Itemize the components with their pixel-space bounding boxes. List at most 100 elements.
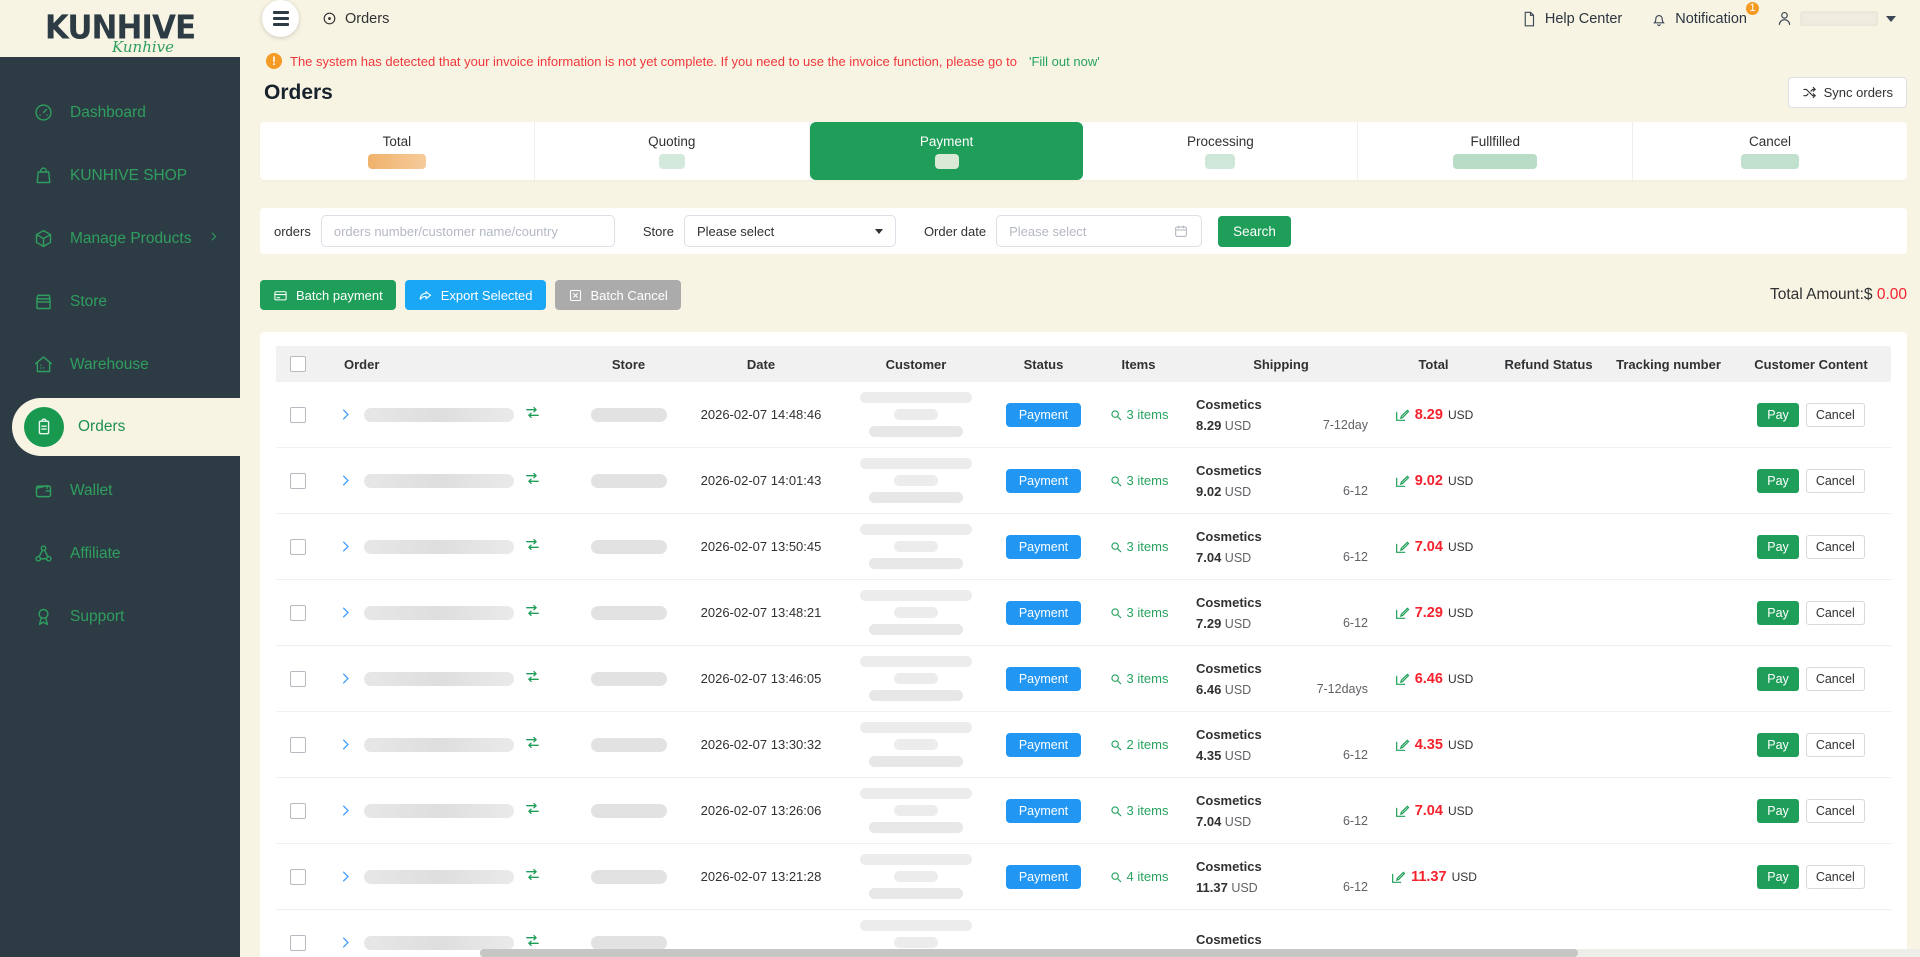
- cancel-button[interactable]: Cancel: [1805, 600, 1865, 625]
- cancel-button[interactable]: Cancel: [1805, 864, 1865, 889]
- expand-row-icon[interactable]: [338, 869, 354, 885]
- sidebar-item-dashboard[interactable]: Dashboard: [0, 81, 240, 144]
- edit-price-icon[interactable]: [1394, 671, 1410, 687]
- tab-fullfilled[interactable]: Fullfilled: [1358, 122, 1634, 180]
- fill-out-now-link[interactable]: 'Fill out now': [1028, 53, 1100, 69]
- view-items-link[interactable]: 3 items: [1109, 539, 1168, 554]
- transfer-arrows-icon[interactable]: [524, 932, 541, 954]
- expand-row-icon[interactable]: [338, 935, 354, 951]
- pay-button[interactable]: Pay: [1757, 402, 1799, 427]
- items-count: 3 items: [1126, 803, 1169, 818]
- view-items-link[interactable]: 3 items: [1109, 473, 1168, 488]
- menu-toggle-button[interactable]: [262, 0, 299, 37]
- row-checkbox[interactable]: [290, 934, 306, 951]
- cancel-button[interactable]: Cancel: [1805, 534, 1865, 559]
- edit-price-icon[interactable]: [1394, 473, 1410, 489]
- pay-button[interactable]: Pay: [1757, 732, 1799, 757]
- row-checkbox[interactable]: [290, 406, 306, 423]
- edit-price-icon[interactable]: [1394, 539, 1410, 555]
- sidebar-item-manage-products[interactable]: Manage Products: [0, 207, 240, 270]
- pay-button[interactable]: Pay: [1757, 864, 1799, 889]
- scrollbar-thumb[interactable]: [480, 949, 1578, 957]
- help-center-link[interactable]: Help Center: [1520, 10, 1622, 28]
- view-items-link[interactable]: 2 items: [1109, 737, 1169, 752]
- cancel-button[interactable]: Cancel: [1805, 666, 1865, 691]
- sidebar-item-store[interactable]: Store: [0, 270, 240, 333]
- select-all-checkbox[interactable]: [290, 356, 306, 372]
- transfer-arrows-icon[interactable]: [524, 668, 541, 690]
- expand-row-icon[interactable]: [338, 737, 354, 753]
- view-items-link[interactable]: 3 items: [1109, 407, 1168, 422]
- edit-price-icon[interactable]: [1394, 803, 1410, 819]
- sync-orders-button[interactable]: Sync orders: [1787, 77, 1907, 108]
- row-checkbox[interactable]: [290, 736, 306, 753]
- cancel-button[interactable]: Cancel: [1805, 468, 1865, 493]
- edit-price-icon[interactable]: [1394, 605, 1410, 621]
- batch-cancel-button[interactable]: Batch Cancel: [554, 280, 681, 310]
- sidebar-item-warehouse[interactable]: Warehouse: [0, 333, 240, 396]
- row-checkbox[interactable]: [290, 538, 306, 555]
- row-checkbox[interactable]: [290, 802, 306, 819]
- sidebar-item-affiliate[interactable]: Affiliate: [0, 522, 240, 585]
- sidebar-item-kunhive-shop[interactable]: KUNHIVE SHOP: [0, 144, 240, 207]
- view-items-link[interactable]: 3 items: [1109, 605, 1168, 620]
- batch-payment-button[interactable]: Batch payment: [260, 280, 396, 310]
- tab-processing[interactable]: Processing: [1083, 122, 1359, 180]
- cancel-button[interactable]: Cancel: [1805, 732, 1865, 757]
- transfer-arrows-icon[interactable]: [524, 470, 541, 492]
- row-checkbox[interactable]: [290, 604, 306, 621]
- orders-search-input[interactable]: [320, 215, 615, 247]
- pay-button[interactable]: Pay: [1757, 600, 1799, 625]
- transfer-arrows-icon[interactable]: [524, 602, 541, 624]
- pay-button[interactable]: Pay: [1757, 798, 1799, 823]
- view-items-link[interactable]: 3 items: [1109, 803, 1169, 818]
- shipping-price: 7.04: [1196, 549, 1222, 565]
- expand-row-icon[interactable]: [338, 473, 354, 489]
- magnifier-icon: [1110, 409, 1121, 420]
- tab-quoting[interactable]: Quoting: [535, 122, 810, 180]
- cancel-button[interactable]: Cancel: [1805, 402, 1865, 427]
- row-checkbox[interactable]: [290, 670, 306, 687]
- row-checkbox[interactable]: [290, 472, 306, 489]
- pay-button[interactable]: Pay: [1757, 534, 1799, 559]
- expand-row-icon[interactable]: [338, 605, 354, 621]
- tab-total[interactable]: Total: [260, 122, 535, 180]
- pay-button[interactable]: Pay: [1757, 666, 1799, 691]
- shipping-eta: 6-12: [1342, 880, 1368, 894]
- sidebar-item-wallet[interactable]: Wallet: [0, 459, 240, 522]
- order-date-input[interactable]: Please select: [996, 215, 1203, 247]
- wallet-icon: [32, 480, 54, 502]
- transfer-arrows-icon[interactable]: [524, 734, 541, 756]
- pay-button[interactable]: Pay: [1757, 468, 1799, 493]
- transfer-arrows-icon[interactable]: [524, 536, 541, 558]
- cancel-button[interactable]: Cancel: [1805, 798, 1865, 823]
- transfer-arrows-icon[interactable]: [524, 404, 541, 426]
- horizontal-scrollbar[interactable]: [480, 949, 1920, 957]
- export-selected-button[interactable]: Export Selected: [404, 280, 546, 310]
- expand-row-icon[interactable]: [338, 407, 354, 423]
- tab-payment[interactable]: Payment: [809, 122, 1084, 180]
- sidebar-item-orders[interactable]: Orders: [12, 398, 240, 456]
- expand-row-icon[interactable]: [338, 803, 354, 819]
- shipping-eta: 6-12: [1342, 484, 1368, 498]
- items-count: 2 items: [1126, 737, 1169, 752]
- row-checkbox[interactable]: [290, 868, 306, 885]
- shipping-eta: 6-12: [1342, 748, 1368, 762]
- view-items-link[interactable]: 3 items: [1109, 671, 1168, 686]
- search-button[interactable]: Search: [1218, 215, 1291, 247]
- expand-row-icon[interactable]: [338, 539, 354, 555]
- store-select[interactable]: Please select: [683, 215, 896, 247]
- edit-price-icon[interactable]: [1394, 737, 1410, 753]
- brand-logo[interactable]: KUNHIVE Kunhive: [0, 0, 240, 57]
- expand-row-icon[interactable]: [338, 671, 354, 687]
- sidebar-item-support[interactable]: Support: [0, 585, 240, 648]
- notification-link[interactable]: Notification 1: [1650, 0, 1761, 28]
- edit-price-icon[interactable]: [1390, 869, 1406, 885]
- transfer-arrows-icon[interactable]: [524, 800, 541, 822]
- edit-price-icon[interactable]: [1394, 407, 1410, 423]
- view-items-link[interactable]: 4 items: [1109, 869, 1168, 884]
- user-menu[interactable]: [1775, 9, 1896, 28]
- tab-cancel[interactable]: Cancel: [1633, 122, 1907, 180]
- transfer-arrows-icon[interactable]: [524, 866, 541, 888]
- refund-status-cell: [1491, 778, 1606, 843]
